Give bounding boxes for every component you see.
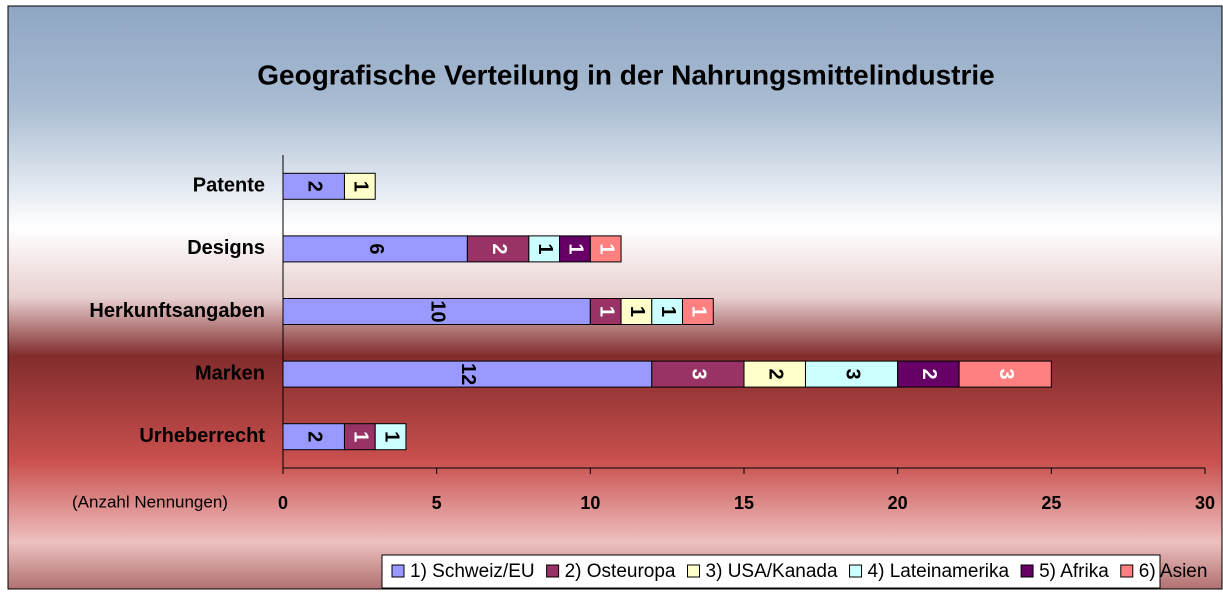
data-label: 1: [350, 181, 372, 192]
x-tick-label: 10: [580, 493, 600, 513]
y-tick-label: Marken: [195, 362, 265, 384]
data-label: 1: [657, 306, 679, 317]
legend-swatch: [1020, 564, 1034, 578]
legend-label: 3) USA/Kanada: [706, 561, 838, 582]
bar-segment: [374, 423, 407, 451]
legend-label: 6) Asien: [1139, 561, 1208, 582]
chart-title: Geografische Verteilung in der Nahrungsm…: [257, 59, 994, 90]
legend-label: 2) Osteuropa: [565, 561, 676, 582]
x-tick-label: 25: [1041, 493, 1061, 513]
legend-label: 5) Afrika: [1039, 561, 1109, 582]
bar-segment: [528, 235, 561, 263]
data-label: 1: [350, 431, 372, 442]
bar-segment: [958, 360, 1052, 388]
data-label: 3: [688, 369, 710, 380]
data-label: 3: [995, 369, 1017, 380]
x-tick-label: 15: [734, 493, 754, 513]
legend-swatch: [849, 564, 863, 578]
data-label: 1: [534, 243, 556, 254]
legend-swatch: [687, 564, 701, 578]
bar-segment: [282, 172, 345, 200]
data-label: 1: [565, 243, 587, 254]
y-tick-label: Patente: [193, 175, 265, 197]
legend-swatch: [546, 564, 560, 578]
data-label: 2: [303, 181, 325, 192]
bar-segment: [282, 235, 468, 263]
bar-segment: [343, 172, 376, 200]
bar-segment: [466, 235, 530, 263]
bar-segment: [682, 298, 714, 325]
bar-segment: [589, 235, 622, 263]
x-tick-label: 5: [432, 493, 442, 513]
chart-background: [7, 5, 1223, 590]
x-tick-label: 20: [888, 493, 908, 513]
bar-segment: [343, 423, 376, 451]
data-label: 1: [688, 306, 710, 317]
legend-swatch: [391, 564, 405, 578]
data-label: 2: [764, 369, 786, 380]
legend-swatch: [1120, 564, 1134, 578]
data-label: 1: [380, 431, 402, 442]
data-label: 12: [457, 363, 479, 385]
data-label: 2: [918, 369, 940, 380]
bar-segment: [282, 360, 653, 388]
bar-segment: [651, 360, 745, 388]
x-tick-label: 0: [278, 493, 288, 513]
data-label: 1: [595, 243, 617, 254]
data-label: 3: [841, 369, 863, 380]
data-label: 1: [626, 306, 648, 317]
y-tick-label: Designs: [187, 237, 265, 259]
data-label: 6: [365, 243, 387, 254]
data-label: 1: [595, 306, 617, 317]
bar-segment: [282, 423, 345, 451]
data-label: 2: [488, 243, 510, 254]
x-tick-label: 30: [1195, 493, 1215, 513]
bar-segment: [804, 360, 899, 388]
bar-segment: [282, 298, 591, 325]
bar-segment: [651, 298, 684, 325]
bar-segment: [589, 298, 622, 325]
legend-label: 4) Lateinamerika: [868, 561, 1010, 582]
bar-segment: [743, 360, 806, 388]
data-label: 10: [426, 300, 448, 322]
legend-label: 1) Schweiz/EU: [410, 561, 535, 582]
y-tick-label: Herkunftsangaben: [89, 300, 265, 322]
x-axis-label: (Anzahl Nennungen): [72, 492, 228, 511]
data-label: 2: [303, 431, 325, 442]
y-tick-label: Urheberrecht: [139, 425, 265, 447]
